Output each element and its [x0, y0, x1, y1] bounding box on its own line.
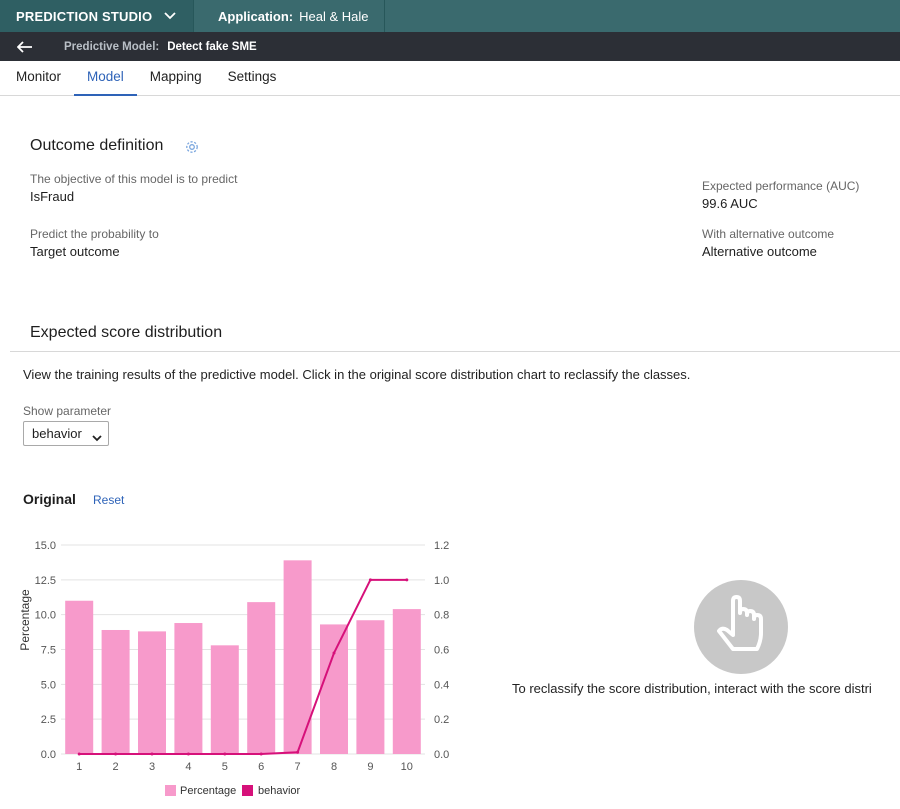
reset-link[interactable]: Reset [93, 493, 125, 507]
application-selector[interactable]: Application: Heal & Hale [193, 0, 386, 32]
y-tick-label: 7.5 [41, 645, 56, 657]
tab-settings[interactable]: Settings [227, 69, 277, 84]
model-name: Detect fake SME [167, 40, 257, 53]
x-tick-label: 4 [185, 761, 191, 773]
bar [320, 624, 348, 754]
alternative-value: Alternative outcome [702, 244, 817, 259]
touch-hand-icon [693, 579, 789, 680]
bar [138, 631, 166, 754]
bar [101, 629, 130, 754]
y2-tick-label: 1.0 [434, 575, 449, 587]
top-bar: PREDICTION STUDIO Application: Heal & Ha… [0, 0, 900, 32]
tab-model[interactable]: Model [74, 61, 137, 96]
y2-tick-label: 1.2 [434, 540, 449, 552]
bar [392, 609, 421, 754]
x-tick-label: 10 [401, 761, 413, 773]
behavior-point [332, 651, 336, 655]
bar [210, 645, 239, 754]
chevron-down-icon [164, 12, 176, 20]
parameter-select-value: behavior [32, 426, 82, 441]
x-tick-label: 3 [149, 761, 155, 773]
arrow-left-icon [17, 40, 32, 53]
tab-mapping[interactable]: Mapping [149, 69, 202, 84]
behavior-point [186, 752, 190, 756]
back-button[interactable] [0, 32, 50, 61]
distribution-description: View the training results of the predict… [23, 367, 691, 382]
bar [65, 600, 94, 754]
bar [174, 623, 203, 754]
legend-swatch-percentage [165, 785, 176, 796]
x-tick-label: 2 [113, 761, 119, 773]
behavior-point [77, 752, 81, 756]
y2-tick-label: 0.8 [434, 610, 449, 622]
x-tick-label: 8 [331, 761, 337, 773]
behavior-line [79, 578, 407, 755]
y-tick-label: 12.5 [35, 575, 56, 587]
objective-label: The objective of this model is to predic… [30, 172, 238, 186]
reclassify-message: To reclassify the score distribution, in… [512, 681, 872, 696]
predict-value: Target outcome [30, 244, 120, 259]
tab-bar: Monitor Model Mapping Settings [0, 61, 900, 96]
legend-swatch-behavior [242, 785, 253, 796]
bar [356, 620, 385, 754]
bar [247, 602, 276, 754]
distribution-title: Expected score distribution [30, 324, 223, 341]
y2-tick-label: 0.6 [434, 645, 449, 657]
studio-title: PREDICTION STUDIO [16, 8, 153, 24]
application-label: Application: [218, 8, 294, 24]
original-chart-title: Original [23, 491, 76, 507]
tab-monitor[interactable]: Monitor [16, 69, 62, 84]
behavior-point [223, 752, 227, 756]
x-tick-label: 7 [295, 761, 301, 773]
behavior-point [150, 752, 154, 756]
y-tick-label: 0.0 [41, 749, 56, 761]
alternative-label: With alternative outcome [702, 227, 835, 241]
outcome-title: Outcome definition [30, 137, 164, 154]
gear-icon[interactable] [183, 138, 201, 161]
legend-label-behavior: behavior [258, 785, 301, 797]
x-tick-label: 5 [222, 761, 228, 773]
section-divider [10, 351, 900, 352]
performance-value: 99.6 AUC [702, 196, 758, 211]
y2-tick-label: 0.4 [434, 679, 449, 691]
behavior-point [114, 752, 118, 756]
performance-label: Expected performance (AUC) [702, 179, 860, 193]
behavior-point [368, 578, 372, 582]
y-tick-label: 5.0 [41, 679, 56, 691]
chevron-down-icon [92, 430, 102, 445]
parameter-select[interactable]: behavior [23, 421, 109, 446]
legend-label-percentage: Percentage [180, 785, 236, 797]
bar [283, 560, 312, 754]
objective-value: IsFraud [30, 189, 75, 204]
breadcrumb-bar: Predictive Model: Detect fake SME [0, 32, 900, 61]
y2-tick-label: 0.2 [434, 714, 449, 726]
score-distribution-chart[interactable]: 0.0 2.5 5.0 7.5 10.0 12.5 15.0 0.0 0.2 0.4 0.6 0.8 1… [0, 530, 470, 809]
behavior-point [405, 578, 409, 582]
show-parameter-label: Show parameter [23, 404, 112, 418]
x-tick-label: 1 [76, 761, 82, 773]
y-tick-label: 2.5 [41, 714, 56, 726]
predict-label: Predict the probability to [30, 227, 159, 241]
behavior-point [296, 750, 300, 754]
application-name: Heal & Hale [299, 8, 369, 24]
x-tick-label: 6 [258, 761, 264, 773]
y-tick-label: 10.0 [35, 610, 56, 622]
model-type-label: Predictive Model: [64, 40, 160, 53]
y-axis-label: Percentage [18, 589, 32, 651]
x-tick-label: 9 [367, 761, 373, 773]
y2-tick-label: 0.0 [434, 749, 449, 761]
behavior-point [259, 752, 263, 756]
y-tick-label: 15.0 [35, 540, 56, 552]
studio-switcher[interactable]: PREDICTION STUDIO [0, 0, 193, 32]
